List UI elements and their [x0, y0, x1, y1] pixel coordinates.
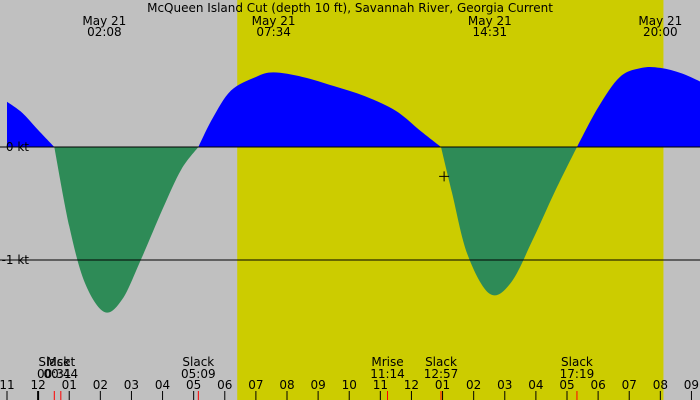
hour-tick-label-12: 11 — [373, 378, 388, 392]
flood-area-2 — [198, 72, 441, 147]
hour-tick-label-7: 06 — [217, 378, 232, 392]
hour-tick-label-8: 07 — [248, 378, 263, 392]
top-time-label-2: 14:31 — [473, 25, 508, 39]
hour-tick-label-1: 12 — [30, 378, 45, 392]
hour-tick-label-0: 11 — [0, 378, 15, 392]
hour-tick-label-5: 04 — [155, 378, 170, 392]
hour-tick-label-2: 01 — [62, 378, 77, 392]
hour-tick-label-17: 04 — [528, 378, 543, 392]
ebb-area-3 — [441, 147, 577, 296]
hour-tick-label-15: 02 — [466, 378, 481, 392]
event-name-3: Mrise — [371, 355, 403, 369]
top-date-label-1: May 21 — [252, 14, 296, 28]
hour-tick-label-21: 08 — [653, 378, 668, 392]
event-labels: Slack00:31Mset00:44Slack05:09Mrise11:14S… — [37, 355, 594, 400]
hour-tick-label-10: 09 — [310, 378, 325, 392]
hour-axis: 11 12 01 02 03 04 05 06 07 08 09 10 11 12 01 02 03 04 05 06… — [0, 378, 699, 400]
event-name-2: Slack — [182, 355, 214, 369]
event-time-4: 12:57 — [424, 367, 459, 381]
cursor-crosshair — [439, 171, 450, 182]
chart-title: McQueen Island Cut (depth 10 ft), Savann… — [147, 1, 553, 15]
hour-tick-label-16: 03 — [497, 378, 512, 392]
event-name-4: Slack — [425, 355, 457, 369]
daylight-band — [237, 0, 664, 400]
event-time-5: 17:19 — [560, 367, 595, 381]
hour-tick-label-4: 03 — [124, 378, 139, 392]
flood-area-0 — [7, 101, 55, 147]
event-time-3: 11:14 — [370, 367, 405, 381]
hour-tick-label-11: 10 — [342, 378, 357, 392]
top-time-label-3: 20:00 — [643, 25, 678, 39]
current-curve — [7, 66, 700, 313]
hour-tick-label-20: 07 — [622, 378, 637, 392]
hour-tick-label-9: 08 — [279, 378, 294, 392]
hour-tick-label-6: 05 — [186, 378, 201, 392]
event-time-2: 05:09 — [181, 367, 216, 381]
event-time-0: 00:31 — [37, 367, 72, 381]
y-axis-labels: 0 kt -1 kt — [2, 140, 30, 267]
y-tick-label-1: -1 kt — [2, 253, 30, 267]
top-time-label-1: 07:34 — [256, 25, 291, 39]
top-date-label-2: May 21 — [468, 14, 512, 28]
hour-tick-label-3: 02 — [93, 378, 108, 392]
event-name-5: Slack — [561, 355, 593, 369]
event-name-1: Mset — [46, 355, 75, 369]
event-name-0: Slack — [38, 355, 70, 369]
event-time-1: 00:44 — [44, 367, 79, 381]
top-time-label-0: 02:08 — [87, 25, 122, 39]
hour-tick-label-14: 01 — [435, 378, 450, 392]
ebb-area-1 — [54, 147, 199, 313]
hour-tick-label-18: 05 — [559, 378, 574, 392]
y-tick-label-0: 0 kt — [6, 140, 29, 154]
top-date-label-3: May 21 — [638, 14, 682, 28]
value-gridlines — [0, 146, 700, 261]
hour-tick-label-13: 12 — [404, 378, 419, 392]
hour-tick-label-19: 06 — [590, 378, 605, 392]
hour-tick-label-22: 09 — [684, 378, 699, 392]
top-date-label-0: May 21 — [82, 14, 126, 28]
flood-area-4 — [576, 66, 700, 147]
